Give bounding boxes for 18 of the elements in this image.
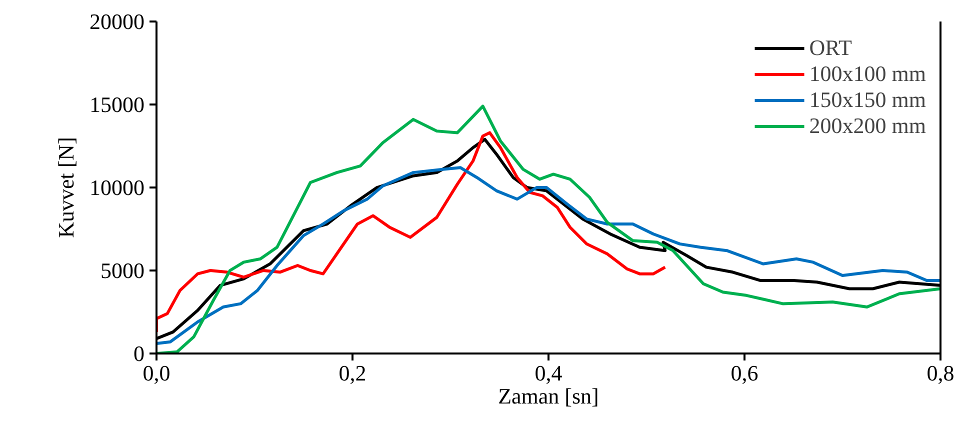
y-axis-title: Kuvvet [N] <box>54 137 78 238</box>
y-tick-label: 5000 <box>100 258 144 283</box>
legend-label: 200x200 mm <box>809 113 926 139</box>
x-tick-label: 0,6 <box>730 360 758 386</box>
legend-label: ORT <box>809 35 852 61</box>
line-series <box>156 166 940 346</box>
x-tick-label: 0,0 <box>142 360 170 386</box>
x-axis-title: Zaman [sn] <box>498 384 599 408</box>
x-tick-label: 0,2 <box>338 360 366 386</box>
y-tick-label: 0 <box>134 341 144 366</box>
legend-label: 100x100 mm <box>809 61 926 87</box>
x-tick-label: 0,4 <box>534 360 562 386</box>
line-series <box>156 131 667 334</box>
y-tick-label: 10000 <box>90 175 144 200</box>
y-tick-label: 20000 <box>90 9 144 34</box>
y-tick-label: 15000 <box>90 92 144 117</box>
legend-label: 150x150 mm <box>809 87 926 113</box>
x-tick-label: 0,8 <box>926 360 954 386</box>
